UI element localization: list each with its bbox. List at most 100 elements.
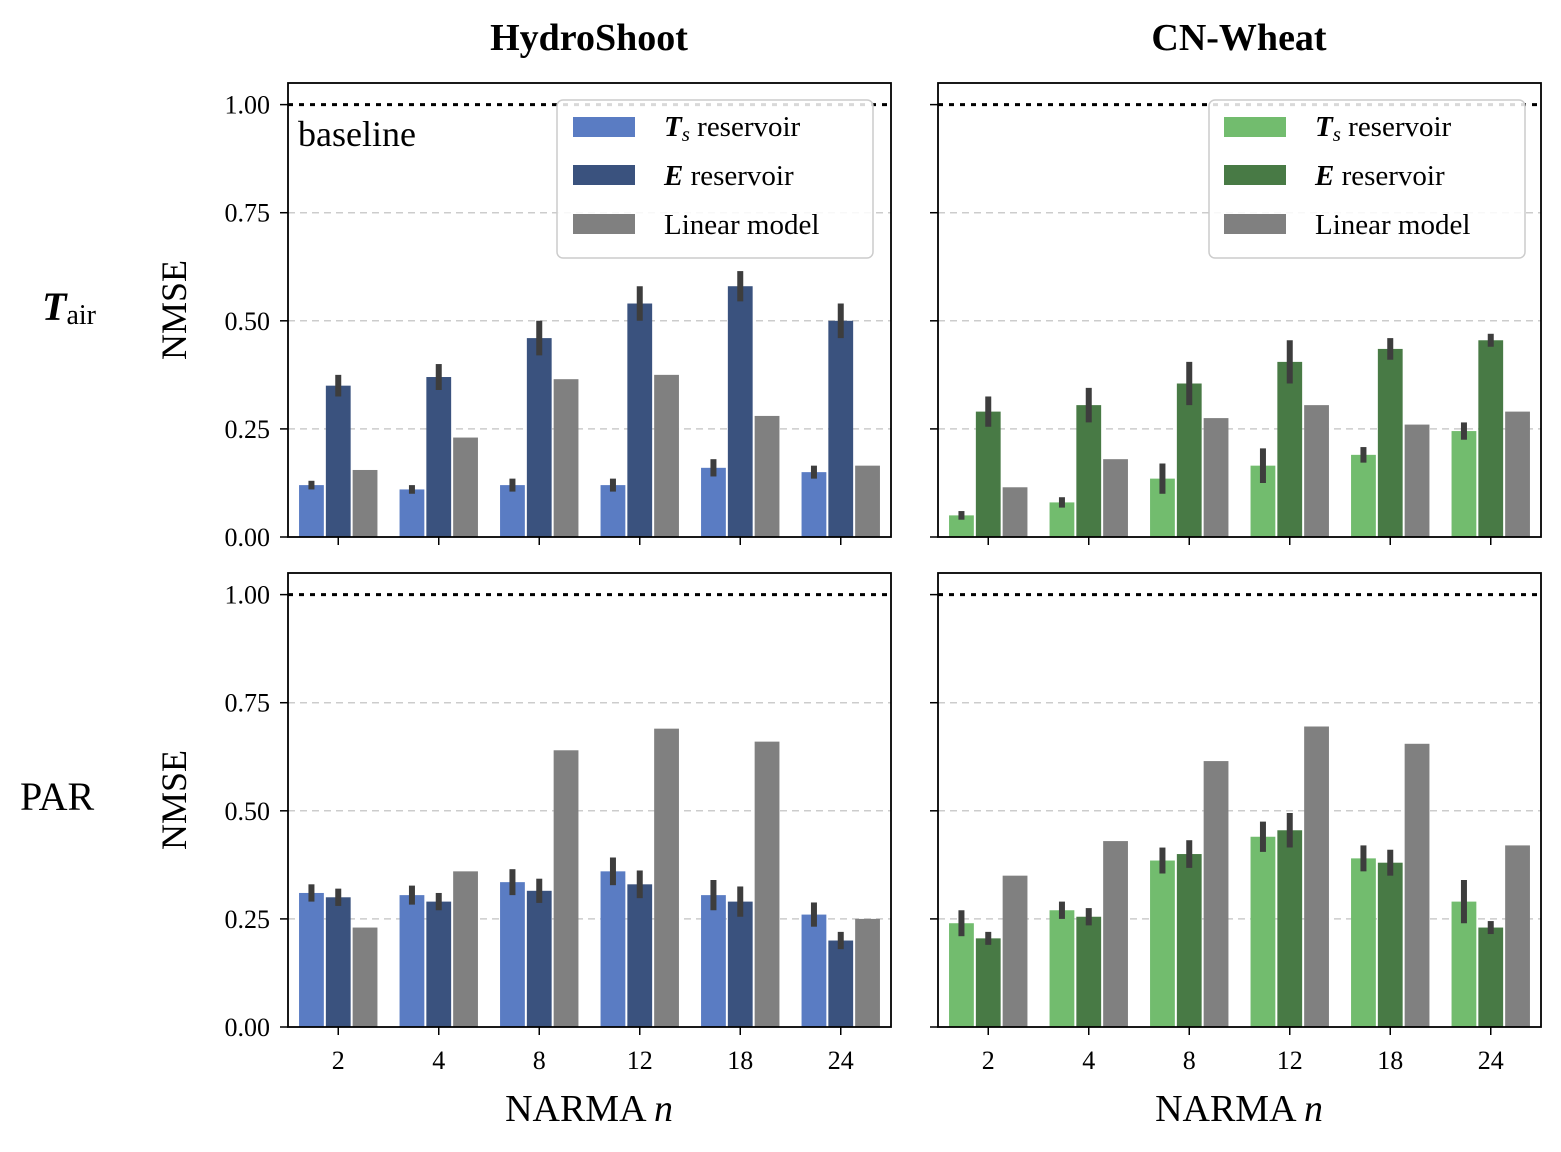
bar [1404,743,1430,1027]
x-tick-label: 18 [727,1046,753,1075]
legend-label-ts: Ts reservoir [1315,111,1452,146]
legend-cn-wheat: Ts reservoir E reservoir Linear model [1208,99,1526,259]
axes-frame [287,572,892,1028]
bar [754,415,780,537]
bar [1478,927,1504,1027]
bar [1203,418,1229,537]
bar [654,374,679,537]
bar [1351,858,1376,1027]
bar [1478,340,1504,537]
bar [828,320,854,537]
x-tick-label: 24 [828,1046,854,1075]
y-tick-label: 0.50 [225,797,271,826]
bar [1304,726,1329,1027]
legend-swatch-linear [573,214,635,234]
legend-swatch-e [1224,165,1286,185]
bar [855,918,880,1027]
bar [701,467,726,537]
row-label-par: PAR [20,774,94,819]
legend-box [1208,99,1526,259]
bar [1002,875,1028,1027]
bar [352,469,378,537]
bar [299,892,324,1027]
y-tick-label: 1.00 [225,581,271,610]
bar [1377,862,1403,1027]
bar [1203,761,1229,1027]
x-tick-label: 18 [1377,1046,1403,1075]
x-tick-label: 8 [1183,1046,1196,1075]
bar [325,897,351,1027]
y-tick-label: 0.75 [225,689,271,718]
bar [325,385,351,537]
bar [1377,348,1403,537]
axes-frame [937,82,1542,538]
bar [627,884,653,1027]
y-tick-label: 0.25 [225,905,271,934]
bar [801,472,827,537]
row-label-tair: Tair [42,284,97,331]
bar [1103,459,1128,537]
bar [600,871,626,1027]
bar [1002,487,1028,537]
bar [727,286,753,537]
axes-frame [937,572,1542,1028]
bar [352,927,378,1027]
y-tick-label: 0.00 [225,523,271,552]
bar [1451,431,1477,537]
bar [727,901,753,1027]
bar [1404,424,1430,537]
x-axis-label-right: NARMA n [1155,1088,1323,1130]
legend-label-e: E reservoir [1314,160,1445,192]
bar [701,895,726,1027]
bar [828,940,854,1027]
bar [975,411,1001,537]
bar [949,515,974,537]
bar [399,489,425,537]
panel-cn-wheat-par: 2 4 8 12 18 24 [930,572,1542,1075]
legend-label-linear: Linear model [664,209,819,241]
bar [1351,454,1376,537]
bar [855,465,880,537]
baseline-annotation: baseline [298,114,416,154]
bar [453,437,478,537]
x-tick-label: 24 [1478,1046,1504,1075]
x-tick-label: 12 [1277,1046,1303,1075]
legend-swatch-ts [573,117,635,137]
axes-frame [287,82,892,538]
y-axis-label-bottom: NMSE [154,750,194,850]
bar [1176,383,1202,537]
bar [526,338,552,537]
bar [500,485,525,537]
bar [754,741,780,1027]
panel-cn-wheat-tair [930,82,1542,545]
bar [1049,910,1075,1027]
legend-box [556,99,874,259]
panel-hydroshoot-par: 0.000.250.500.751.002 4 8 12 18 24 [225,572,892,1075]
bar [526,890,552,1027]
y-tick-label: 0.25 [225,415,271,444]
column-title-cn-wheat: CN-Wheat [1151,17,1327,59]
bar [1505,845,1530,1027]
legend-swatch-linear [1224,214,1286,234]
y-axis-label-top: NMSE [154,260,194,360]
bar [600,485,626,537]
bar [426,377,452,537]
bar [1176,854,1202,1027]
legend-label-ts: Ts reservoir [664,111,801,146]
bar [1150,860,1175,1027]
bar [1250,836,1276,1027]
y-tick-label: 0.75 [225,199,271,228]
y-tick-label: 0.00 [225,1013,271,1042]
bar [1076,916,1102,1027]
column-title-hydroshoot: HydroShoot [490,17,688,59]
bar [1277,830,1303,1027]
bar [1304,405,1329,537]
bar [1103,841,1128,1027]
y-tick-label: 0.50 [225,307,271,336]
bar [1505,411,1530,537]
bar [500,882,525,1027]
bar [426,901,452,1027]
panel-hydroshoot-tair: 0.00 0.25 0.50 0.75 1.00 [225,82,892,552]
legend-label-linear: Linear model [1315,209,1470,241]
bar [627,303,653,537]
